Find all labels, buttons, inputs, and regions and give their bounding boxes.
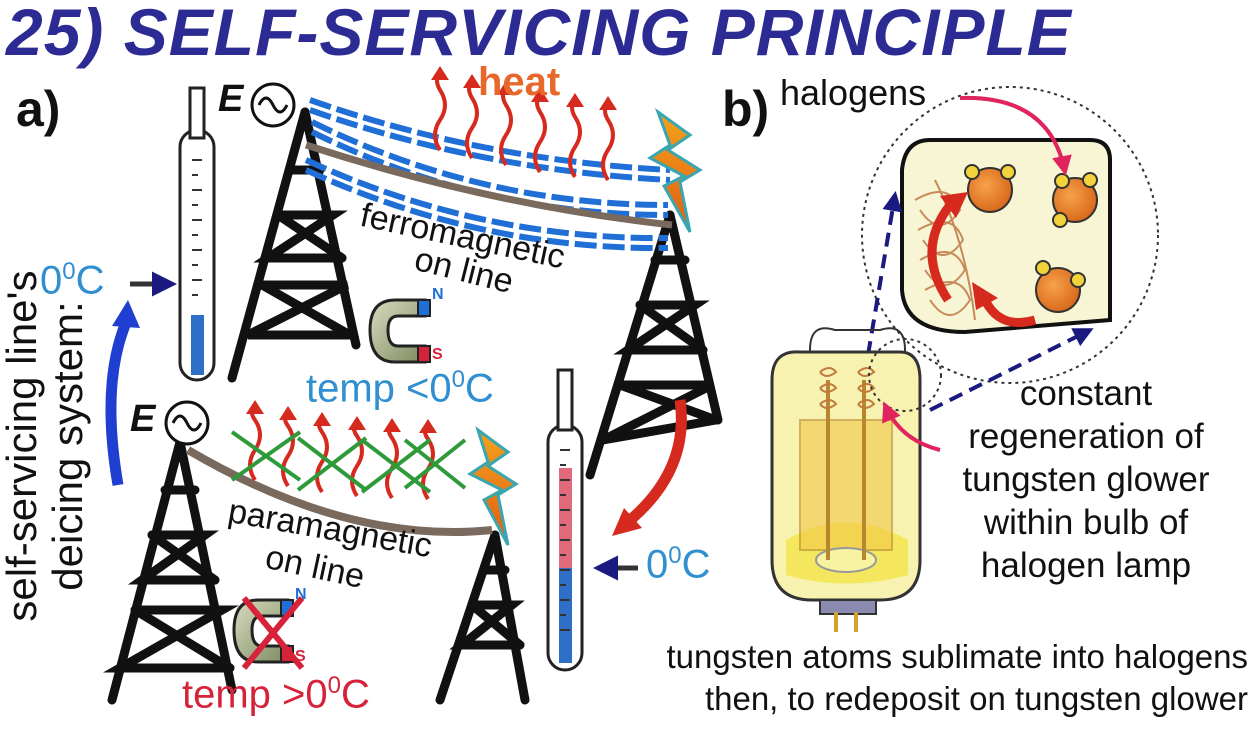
blue-curved-arrow: [105, 315, 134, 486]
left-thermometer-icon: [178, 86, 216, 382]
zoom-circle: [861, 86, 1159, 384]
lower-right-tower: [435, 530, 530, 705]
lower-power-line: [185, 446, 493, 536]
upper-magnet-south: S: [432, 346, 443, 363]
upper-power-line: [304, 97, 673, 252]
red-curved-arrow: [624, 399, 687, 527]
vertical-caption-line-2: deicing system:: [44, 301, 91, 591]
zero-c-right-label: 00C: [646, 542, 711, 587]
upper-magnet-north: N: [432, 286, 444, 303]
bottom-caption: tungsten atoms sublimate into halogens t…: [592, 636, 1248, 720]
bulb-zoom-marker: [868, 338, 942, 412]
lower-magnet-north: N: [295, 586, 307, 603]
halogens-pointer: [959, 95, 1072, 176]
upper-magnet-icon: [368, 298, 431, 364]
zero-c-left-label: 00C: [40, 258, 105, 303]
temp-above-label: temp >00C: [182, 672, 370, 717]
regeneration-pointer: [882, 401, 941, 452]
lower-generator-icon: [164, 400, 210, 446]
regeneration-line-3: tungsten glower: [962, 460, 1210, 499]
temp-below-label: temp <00C: [306, 366, 494, 411]
lower-magnet-south: S: [295, 648, 306, 665]
regeneration-caption: constant regeneration of tungsten glower…: [930, 372, 1242, 587]
zoom-lines: [866, 191, 1094, 412]
lower-lightning-icon: [467, 426, 519, 546]
right-thermometer-icon: [546, 368, 584, 672]
lower-left-tower: [102, 437, 240, 705]
halogens-label: halogens: [780, 72, 927, 113]
halogen-lamp-icon: [770, 327, 922, 632]
regeneration-line-4: within bulb of: [983, 503, 1189, 542]
regeneration-line-5: halogen lamp: [980, 546, 1192, 585]
lower-generator-label: E: [130, 398, 156, 440]
halogen-atom-3: [1035, 260, 1086, 313]
bottom-caption-line-1: tungsten atoms sublimate into halogens: [666, 638, 1248, 675]
page-title: 25) SELF-SERVICING PRINCIPLE: [6, 0, 1072, 69]
inset-red-arrow-2: [980, 297, 1037, 327]
regeneration-line-2: regeneration of: [968, 417, 1204, 456]
inset-red-arrow-1: [927, 202, 954, 303]
upper-generator-icon: [250, 82, 296, 128]
lower-cross-marks: [230, 430, 467, 494]
halogen-atom-2: [1052, 172, 1098, 228]
halogen-atom-1: [964, 164, 1016, 213]
vertical-caption: self-servicing line's deicing system:: [0, 186, 91, 706]
regeneration-line-1: constant: [1019, 374, 1153, 413]
upper-right-tower: [585, 210, 723, 480]
lower-heat-arrowheads: [246, 400, 437, 433]
upper-lightning-icon: [647, 107, 703, 233]
panel-b-label: b): [722, 81, 770, 137]
panel-a-label: a): [16, 81, 61, 137]
heat-label: heat: [478, 60, 561, 104]
upper-generator-label: E: [218, 78, 244, 120]
upper-heat-waves: [433, 70, 615, 182]
lower-magnet-icon: [232, 596, 305, 670]
vertical-caption-line-1: self-servicing line's: [0, 270, 45, 622]
upper-heat-arrowheads: [431, 66, 617, 110]
bottom-caption-line-2: then, to redeposit on tungsten glower: [704, 680, 1248, 717]
